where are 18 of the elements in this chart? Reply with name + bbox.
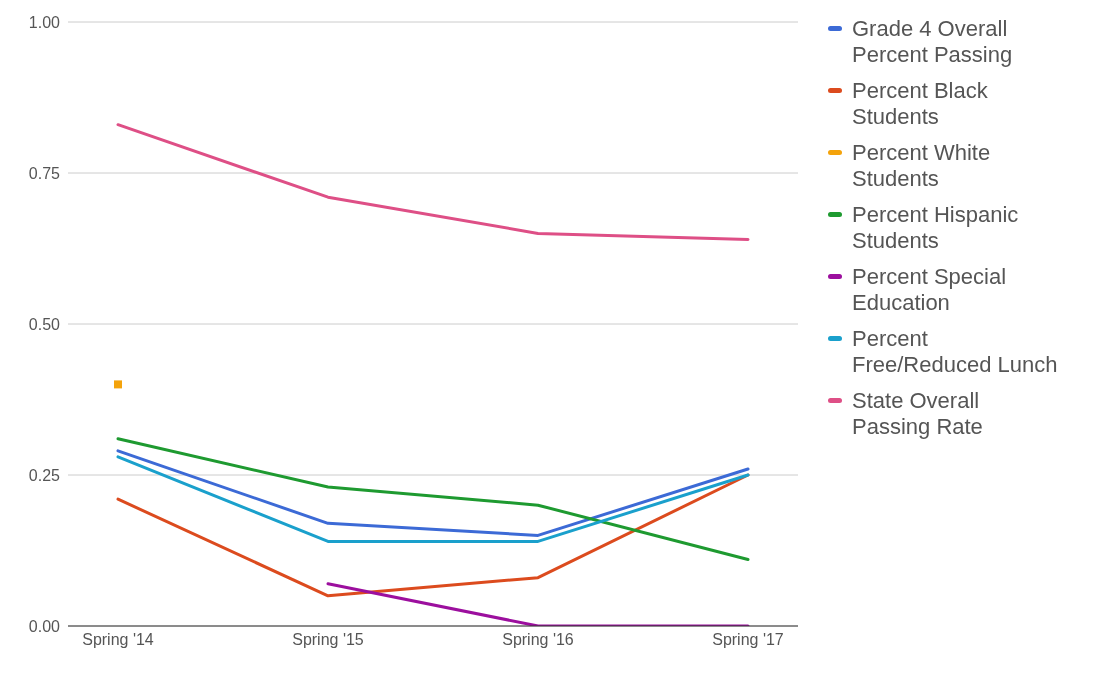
y-tick-label: 1.00 (28, 13, 61, 31)
x-tick-label: Spring '17 (712, 631, 784, 649)
legend-label: Percent Hispanic Students (852, 202, 1020, 254)
y-tick-label: 0.25 (28, 466, 61, 484)
legend-label: Grade 4 Overall Percent Passing (852, 16, 1014, 68)
legend-label: Percent Free/Reduced Lunch (852, 326, 1059, 378)
legend-label: Percent Special Education (852, 264, 1008, 316)
y-tick-label: 0.50 (28, 315, 61, 333)
legend-label: Percent Black Students (852, 78, 989, 130)
y-tick-label: 0.00 (28, 617, 61, 635)
legend-label: State Overall Passing Rate (852, 388, 984, 440)
line-series (116, 123, 750, 241)
y-tick-label: 0.75 (28, 164, 61, 182)
x-tick-label: Spring '15 (292, 631, 364, 649)
x-tick-label: Spring '16 (502, 631, 574, 649)
line-series (116, 437, 750, 562)
x-tick-label: Spring '14 (82, 631, 154, 649)
legend-label: Percent White Students (852, 140, 992, 192)
